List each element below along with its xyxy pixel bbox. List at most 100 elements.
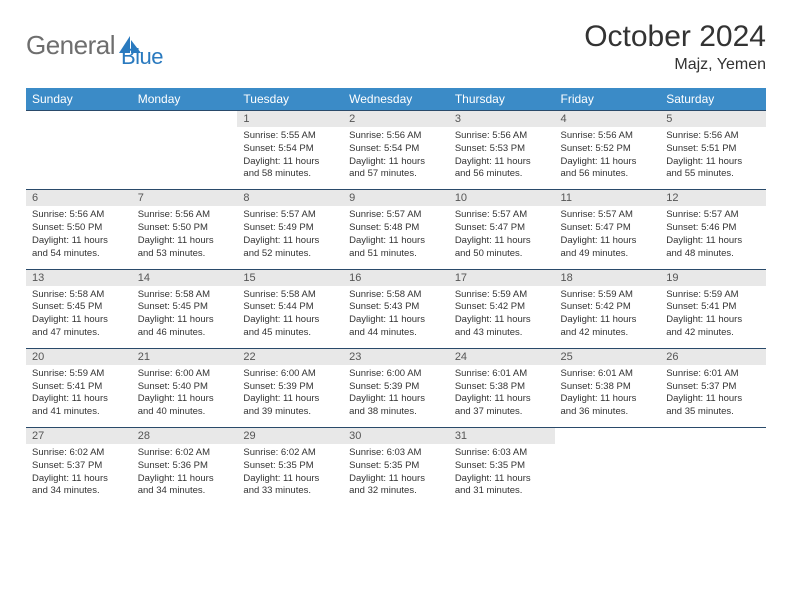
day-line: Sunset: 5:51 PM [666,143,760,156]
day-body: Sunrise: 6:01 AMSunset: 5:38 PMDaylight:… [449,365,555,427]
day-body: Sunrise: 6:01 AMSunset: 5:38 PMDaylight:… [555,365,661,427]
day-body: Sunrise: 5:58 AMSunset: 5:45 PMDaylight:… [132,286,238,348]
day-body: Sunrise: 5:58 AMSunset: 5:44 PMDaylight:… [237,286,343,348]
day-line: Sunrise: 6:03 AM [349,447,443,460]
day-line: Daylight: 11 hours [138,235,232,248]
day-line: and 49 minutes. [561,248,655,261]
day-body: Sunrise: 5:57 AMSunset: 5:46 PMDaylight:… [660,206,766,268]
day-line: Daylight: 11 hours [243,393,337,406]
day-line: Sunset: 5:35 PM [243,460,337,473]
day-line: Daylight: 11 hours [243,156,337,169]
calendar-cell: 9Sunrise: 5:57 AMSunset: 5:48 PMDaylight… [343,190,449,269]
calendar-cell: 13Sunrise: 5:58 AMSunset: 5:45 PMDayligh… [26,269,132,348]
day-line: Daylight: 11 hours [666,314,760,327]
calendar-cell [132,111,238,190]
day-number: 14 [132,270,238,286]
day-line: Sunset: 5:47 PM [561,222,655,235]
day-number: 27 [26,428,132,444]
day-body: Sunrise: 5:57 AMSunset: 5:48 PMDaylight:… [343,206,449,268]
day-line: Sunset: 5:50 PM [32,222,126,235]
calendar-cell [660,428,766,507]
day-line: Sunset: 5:47 PM [455,222,549,235]
day-line: and 50 minutes. [455,248,549,261]
day-number: 21 [132,349,238,365]
day-line: Sunrise: 5:56 AM [666,130,760,143]
day-line: and 39 minutes. [243,406,337,419]
day-line: Sunset: 5:46 PM [666,222,760,235]
day-line: Sunset: 5:48 PM [349,222,443,235]
day-line: Daylight: 11 hours [666,393,760,406]
day-body: Sunrise: 6:02 AMSunset: 5:36 PMDaylight:… [132,444,238,506]
day-line: Sunset: 5:53 PM [455,143,549,156]
day-number: 5 [660,111,766,127]
calendar-cell: 6Sunrise: 5:56 AMSunset: 5:50 PMDaylight… [26,190,132,269]
day-line: and 47 minutes. [32,327,126,340]
day-line: Daylight: 11 hours [455,235,549,248]
day-line: Sunset: 5:40 PM [138,381,232,394]
calendar-cell: 30Sunrise: 6:03 AMSunset: 5:35 PMDayligh… [343,428,449,507]
day-number: 8 [237,190,343,206]
day-number: 11 [555,190,661,206]
day-body: Sunrise: 5:59 AMSunset: 5:42 PMDaylight:… [449,286,555,348]
day-line: Sunset: 5:35 PM [455,460,549,473]
calendar-cell: 24Sunrise: 6:01 AMSunset: 5:38 PMDayligh… [449,348,555,427]
calendar-week: 20Sunrise: 5:59 AMSunset: 5:41 PMDayligh… [26,348,766,427]
calendar-cell: 15Sunrise: 5:58 AMSunset: 5:44 PMDayligh… [237,269,343,348]
day-line: Sunrise: 6:02 AM [138,447,232,460]
day-line: Daylight: 11 hours [561,393,655,406]
day-line: Daylight: 11 hours [243,314,337,327]
day-body: Sunrise: 5:56 AMSunset: 5:50 PMDaylight:… [132,206,238,268]
day-line: and 45 minutes. [243,327,337,340]
calendar-cell: 5Sunrise: 5:56 AMSunset: 5:51 PMDaylight… [660,111,766,190]
calendar-cell: 21Sunrise: 6:00 AMSunset: 5:40 PMDayligh… [132,348,238,427]
day-number: 24 [449,349,555,365]
day-line: and 48 minutes. [666,248,760,261]
day-line: Sunrise: 5:58 AM [32,289,126,302]
day-number: 31 [449,428,555,444]
calendar-week: 13Sunrise: 5:58 AMSunset: 5:45 PMDayligh… [26,269,766,348]
day-body: Sunrise: 6:03 AMSunset: 5:35 PMDaylight:… [343,444,449,506]
day-line: Sunrise: 5:58 AM [349,289,443,302]
day-line: Sunset: 5:45 PM [138,301,232,314]
day-body: Sunrise: 5:57 AMSunset: 5:49 PMDaylight:… [237,206,343,268]
day-line: Sunset: 5:42 PM [455,301,549,314]
day-line: Sunset: 5:54 PM [349,143,443,156]
calendar-cell: 28Sunrise: 6:02 AMSunset: 5:36 PMDayligh… [132,428,238,507]
day-body: Sunrise: 6:00 AMSunset: 5:40 PMDaylight:… [132,365,238,427]
day-line: Sunrise: 5:58 AM [243,289,337,302]
day-line: Sunset: 5:42 PM [561,301,655,314]
calendar-body: 1Sunrise: 5:55 AMSunset: 5:54 PMDaylight… [26,111,766,507]
day-line: Daylight: 11 hours [455,473,549,486]
day-line: and 42 minutes. [666,327,760,340]
day-line: and 33 minutes. [243,485,337,498]
day-line: and 58 minutes. [243,168,337,181]
day-line: Sunrise: 5:55 AM [243,130,337,143]
calendar-cell: 27Sunrise: 6:02 AMSunset: 5:37 PMDayligh… [26,428,132,507]
day-line: and 36 minutes. [561,406,655,419]
day-body: Sunrise: 5:56 AMSunset: 5:50 PMDaylight:… [26,206,132,268]
day-line: Daylight: 11 hours [349,473,443,486]
weekday-header: Wednesday [343,88,449,111]
day-line: Daylight: 11 hours [455,314,549,327]
day-line: Sunrise: 5:58 AM [138,289,232,302]
calendar-cell: 10Sunrise: 5:57 AMSunset: 5:47 PMDayligh… [449,190,555,269]
day-line: Daylight: 11 hours [349,235,443,248]
day-line: Sunset: 5:41 PM [32,381,126,394]
day-line: and 34 minutes. [138,485,232,498]
day-number: 22 [237,349,343,365]
day-line: and 35 minutes. [666,406,760,419]
calendar-cell: 4Sunrise: 5:56 AMSunset: 5:52 PMDaylight… [555,111,661,190]
day-number: 19 [660,270,766,286]
day-line: Daylight: 11 hours [561,235,655,248]
day-number: 7 [132,190,238,206]
calendar-cell: 18Sunrise: 5:59 AMSunset: 5:42 PMDayligh… [555,269,661,348]
day-line: and 53 minutes. [138,248,232,261]
calendar-cell: 26Sunrise: 6:01 AMSunset: 5:37 PMDayligh… [660,348,766,427]
day-line: Sunset: 5:41 PM [666,301,760,314]
day-line: Sunrise: 6:00 AM [243,368,337,381]
day-line: Sunrise: 5:57 AM [455,209,549,222]
day-line: and 52 minutes. [243,248,337,261]
weekday-header: Friday [555,88,661,111]
day-line: and 43 minutes. [455,327,549,340]
calendar-cell: 23Sunrise: 6:00 AMSunset: 5:39 PMDayligh… [343,348,449,427]
